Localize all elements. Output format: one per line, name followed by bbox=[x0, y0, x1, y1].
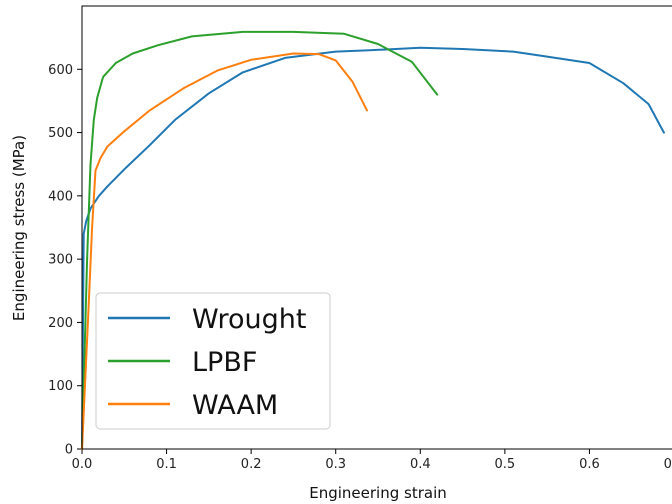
y-axis-label: Engineering stress (MPa) bbox=[10, 135, 28, 321]
x-tick-label: 0.2 bbox=[241, 457, 262, 472]
series-line-wrought bbox=[81, 46, 665, 450]
legend-label-wrought: Wrought bbox=[192, 304, 306, 335]
plot-frame bbox=[81, 5, 672, 450]
legend: Wrought LPBF WAAM bbox=[95, 292, 331, 430]
x-tick-label: 0.4 bbox=[410, 457, 431, 472]
legend-label-lpbf: LPBF bbox=[192, 347, 257, 378]
y-tick-label: 0 bbox=[65, 443, 73, 458]
series-line-waam bbox=[81, 52, 368, 450]
legend-box bbox=[95, 292, 331, 430]
y-tick-label: 300 bbox=[48, 253, 73, 268]
series-layer bbox=[81, 30, 665, 450]
y-tick-label: 600 bbox=[48, 63, 73, 78]
y-tick-label: 100 bbox=[48, 379, 73, 394]
x-tick-label: 0.1 bbox=[156, 457, 177, 472]
x-axis-label: Engineering strain bbox=[309, 484, 447, 502]
ticks-layer: 0.0 0.1 0.2 0.3 0.4 0.5 0.6 0.7 0 100 200 300 400 500… bbox=[48, 63, 672, 472]
series-line-lpbf bbox=[81, 30, 439, 450]
y-tick-label: 500 bbox=[48, 126, 73, 141]
x-tick-label: 0.6 bbox=[579, 457, 600, 472]
legend-label-waam: WAAM bbox=[192, 390, 278, 421]
y-tick-label: 200 bbox=[48, 316, 73, 331]
y-tick-label: 400 bbox=[48, 189, 73, 204]
x-tick-label: 0.0 bbox=[72, 457, 93, 472]
x-tick-label: 0.7 bbox=[664, 457, 672, 472]
x-tick-label: 0.3 bbox=[325, 457, 346, 472]
x-tick-label: 0.5 bbox=[495, 457, 516, 472]
